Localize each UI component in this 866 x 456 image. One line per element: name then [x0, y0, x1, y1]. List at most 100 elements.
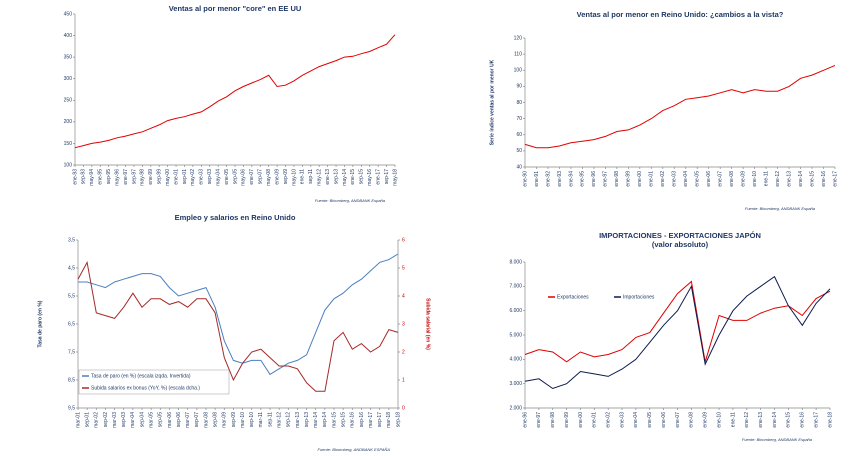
x-tick-label: mar-07	[185, 412, 191, 428]
x-tick-label: ene-08	[689, 412, 695, 428]
y-tick-label: 5.000	[509, 332, 522, 338]
series-line	[78, 253, 399, 376]
x-tick-label: sep-15	[359, 169, 365, 185]
x-tick-label: ene-13	[786, 171, 792, 187]
x-tick-label: ene-00	[578, 412, 584, 428]
x-tick-label: ene-00	[637, 171, 643, 187]
x-tick-label: ene-99	[626, 171, 632, 187]
y-tick-label: 120	[514, 35, 523, 41]
x-tick-label: ene-01	[649, 171, 655, 187]
y-tick-label: 60	[516, 132, 522, 138]
x-tick-label: sep-09	[283, 169, 289, 185]
x-tick-label: ene-18	[827, 412, 833, 428]
x-tick-label: ene-14	[772, 412, 778, 428]
x-tick-label: ene-97	[123, 169, 129, 185]
y-tick-label: 70	[516, 116, 522, 122]
x-tick-label: ene-11	[763, 171, 769, 186]
x-tick-label: sep-03	[121, 412, 127, 428]
x-tick-label: ene-95	[580, 171, 586, 187]
x-tick-label: sep-04	[139, 412, 145, 428]
x-tick-label: sep-09	[231, 412, 237, 428]
y-tick-label: 2.000	[509, 405, 522, 411]
x-tick-label: may-04	[215, 169, 221, 186]
x-tick-label: sep-05	[232, 169, 238, 185]
series-line	[524, 64, 836, 149]
y-tick-label: 40	[516, 164, 522, 170]
x-tick-label: ene-92	[545, 171, 551, 187]
x-tick-label: sep-06	[176, 412, 182, 428]
y2-tick-label: 5	[402, 265, 405, 271]
legend-label: Importaciones	[623, 294, 655, 300]
y-tick-label: 4,5	[68, 265, 75, 271]
x-tick-label: mar-13	[295, 412, 301, 428]
series-line	[524, 275, 831, 390]
x-tick-label: ene-05	[224, 169, 230, 185]
x-tick-label: ene-08	[729, 171, 735, 187]
x-tick-label: mar-09	[222, 412, 228, 428]
y-tick-label: 4.000	[509, 357, 522, 363]
x-tick-label: sep-02	[103, 412, 109, 428]
x-tick-label: sep-97	[131, 169, 137, 185]
y2-tick-label: 3	[402, 321, 405, 327]
x-tick-label: sep-12	[286, 412, 292, 428]
x-tick-label: may-14	[342, 169, 348, 186]
x-tick-label: ene-03	[672, 171, 678, 187]
y-tick-label: 350	[64, 54, 73, 60]
x-tick-label: ene-93	[72, 169, 78, 185]
x-tick-label: mar-01	[75, 412, 81, 428]
x-tick-label: ene-99	[564, 412, 570, 428]
x-tick-label: may-10	[291, 169, 297, 186]
x-tick-label: ene-07	[718, 171, 724, 187]
x-tick-label: sep-10	[249, 412, 255, 428]
y-tick-label: 400	[64, 33, 73, 39]
y-tick-label: 6,5	[68, 321, 75, 327]
x-tick-label: may-96	[114, 169, 120, 186]
chart-subtitle: (valor absoluto)	[652, 240, 709, 249]
x-tick-label: ene-96	[522, 412, 528, 428]
y-tick-label: 110	[514, 51, 522, 57]
x-tick-label: ene-97	[603, 171, 609, 187]
x-tick-label: mar-18	[386, 412, 392, 428]
x-tick-label: sep-14	[322, 412, 328, 428]
y-tick-label: 8.000	[509, 259, 522, 265]
x-tick-label: ene-09	[703, 412, 709, 428]
x-tick-label: ene-13	[325, 169, 331, 185]
x-tick-label: ene-15	[786, 412, 792, 428]
x-tick-label: ene-11	[730, 412, 736, 427]
x-tick-label: may-94	[89, 169, 95, 186]
x-tick-label: ene-93	[557, 171, 563, 187]
legend-box	[78, 369, 230, 395]
y-tick-label: 8,5	[68, 377, 75, 383]
x-tick-label: ene-99	[148, 169, 154, 185]
x-tick-label: ene-10	[716, 412, 722, 428]
x-tick-label: ene-17	[832, 171, 838, 187]
x-tick-label: mar-14	[313, 412, 319, 428]
x-tick-label: sep-99	[157, 169, 163, 185]
x-tick-label: sep-08	[212, 412, 218, 428]
x-tick-label: ene-01	[592, 412, 598, 428]
y-tick-label: 150	[64, 141, 73, 147]
x-tick-label: ene-01	[173, 169, 179, 185]
chart-title: IMPORTACIONES - EXPORTACIONES JAPÓN	[599, 231, 761, 240]
y-tick-label: 6.000	[509, 308, 522, 314]
x-tick-label: mar-16	[350, 412, 356, 428]
x-tick-label: mar-08	[203, 412, 209, 428]
x-tick-label: ene-07	[675, 412, 681, 428]
y-tick-label: 300	[64, 76, 73, 82]
y-tick-label: 80	[516, 100, 522, 106]
x-tick-label: mar-02	[94, 412, 100, 428]
x-tick-label: may-08	[266, 169, 272, 186]
x-tick-label: may-12	[317, 169, 323, 186]
x-tick-label: mar-04	[130, 412, 136, 428]
series-line	[74, 34, 396, 149]
y-tick-label: 450	[64, 11, 73, 17]
x-tick-label: sep-17	[384, 169, 390, 185]
y-tick-label: 250	[64, 98, 73, 104]
x-tick-label: sep-05	[158, 412, 164, 428]
x-tick-label: sep-13	[333, 169, 339, 185]
x-tick-label: ene-17	[375, 169, 381, 185]
y-tick-label: 3.000	[509, 381, 522, 387]
chart-title: Ventas al por menor en Reino Unido: ¿cam…	[577, 10, 784, 19]
x-tick-label: ene-06	[706, 171, 712, 187]
